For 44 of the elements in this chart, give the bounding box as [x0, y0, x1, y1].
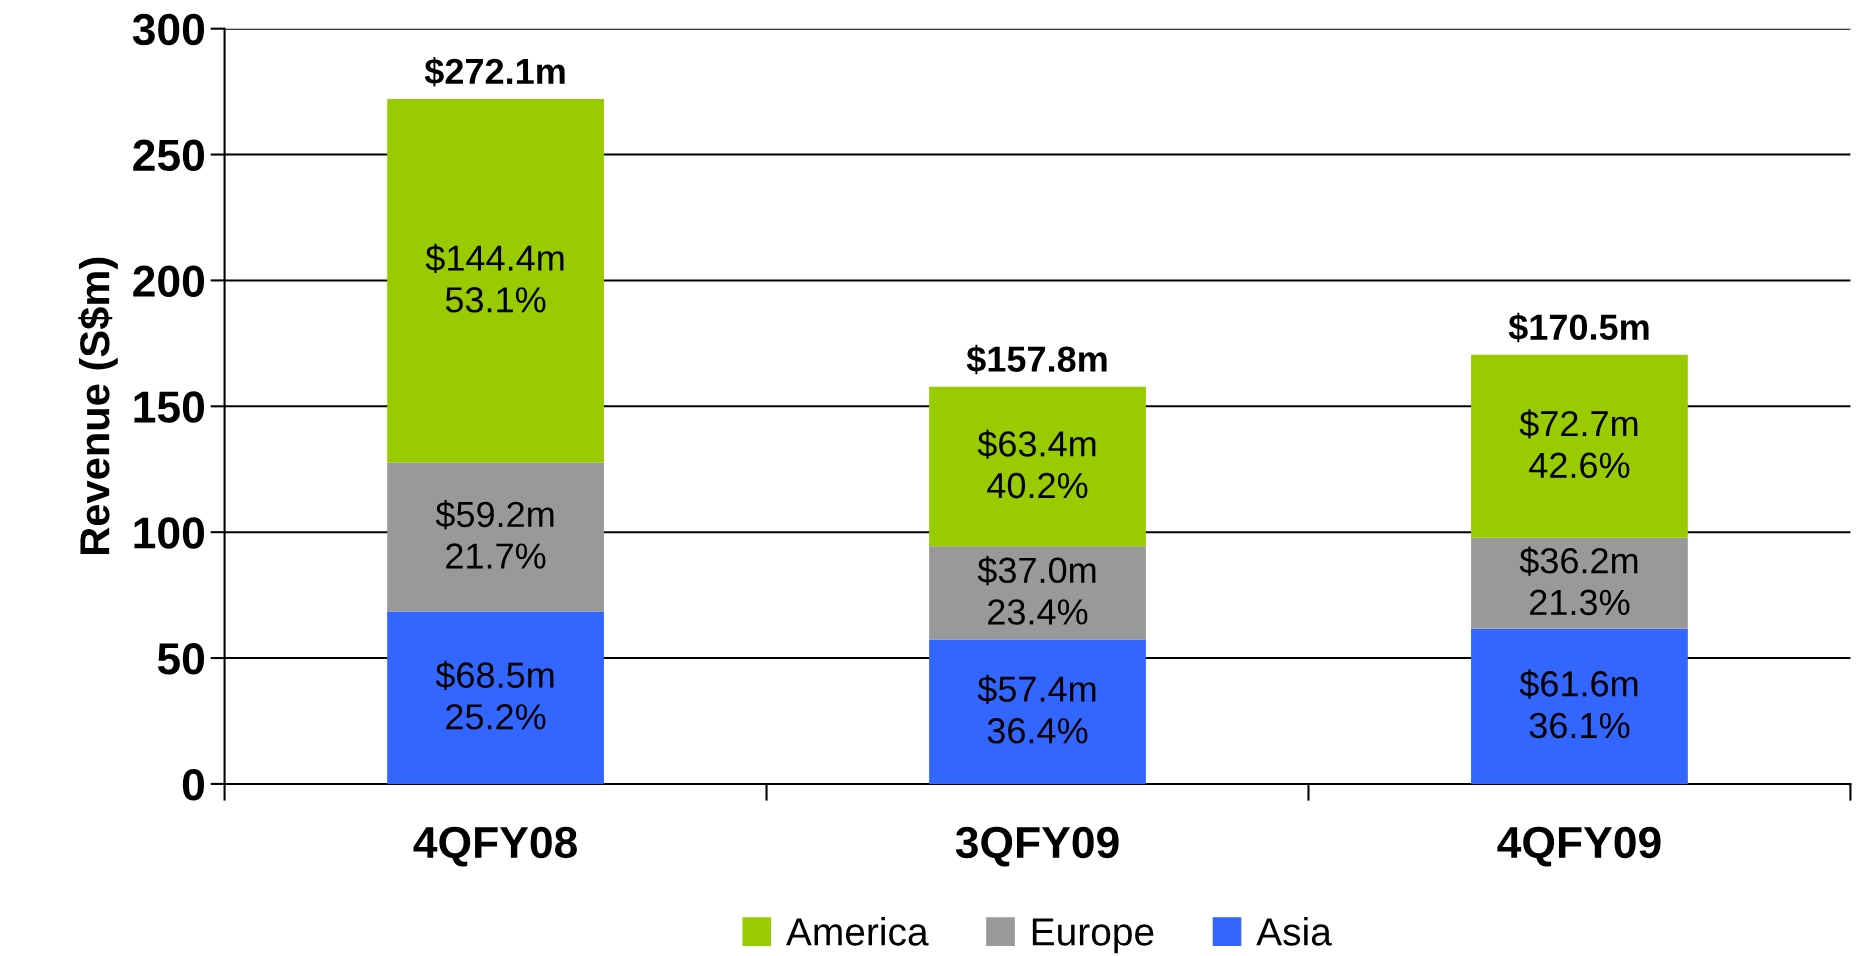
x-tick-label: 4QFY08 — [413, 826, 577, 867]
data-label: $61.6m — [1519, 669, 1638, 699]
annotation: 36.1% — [1529, 712, 1630, 739]
data-label: $37.0m — [977, 556, 1096, 586]
annotation: 23.4% — [988, 599, 1088, 625]
y-tick-label: 250 — [133, 139, 205, 172]
y-tick-label: 200 — [133, 265, 205, 297]
y-axis-title: Revenue (S$m) — [78, 257, 118, 555]
bar — [1471, 537, 1688, 629]
total-label: $272.1m — [424, 57, 565, 87]
legend-label: Asia — [1256, 917, 1332, 946]
annotation: 36.4% — [987, 718, 1088, 744]
total-label: $157.8m — [966, 344, 1107, 375]
y-tick-label: 150 — [134, 391, 205, 423]
bar — [1471, 354, 1688, 538]
bar — [929, 639, 1146, 784]
annotation: 42.6% — [1529, 452, 1630, 479]
bar — [929, 546, 1146, 640]
annotation: 21.7% — [446, 543, 546, 569]
bar — [387, 611, 604, 784]
data-label: $36.2m — [1519, 546, 1638, 576]
data-label: $63.4m — [977, 429, 1096, 459]
annotation: 25.2% — [446, 704, 546, 730]
y-tick-label: 300 — [132, 13, 205, 46]
annotation: 21.3% — [1530, 589, 1630, 616]
bar — [387, 462, 604, 612]
legend-label: America — [786, 917, 929, 946]
bar — [929, 386, 1146, 547]
annotation: 40.2% — [987, 472, 1088, 499]
annotation: 53.1% — [445, 287, 546, 313]
legend-label: Europe — [1032, 918, 1154, 954]
y-tick-label: 0 — [182, 768, 205, 801]
data-label: $59.2m — [435, 500, 554, 530]
y-tick-label: 50 — [157, 643, 205, 675]
y-tick-label: 100 — [134, 517, 205, 549]
data-label: $57.4m — [977, 674, 1096, 705]
x-tick-label: 3QFY09 — [955, 826, 1119, 867]
bar — [1471, 628, 1688, 784]
bar — [387, 98, 604, 463]
data-label: $72.7m — [1519, 409, 1638, 439]
total-label: $170.5m — [1508, 312, 1649, 343]
x-tick-label: 4QFY09 — [1497, 826, 1661, 867]
data-label: $68.5m — [435, 660, 554, 691]
data-label: $144.4m — [425, 243, 564, 274]
